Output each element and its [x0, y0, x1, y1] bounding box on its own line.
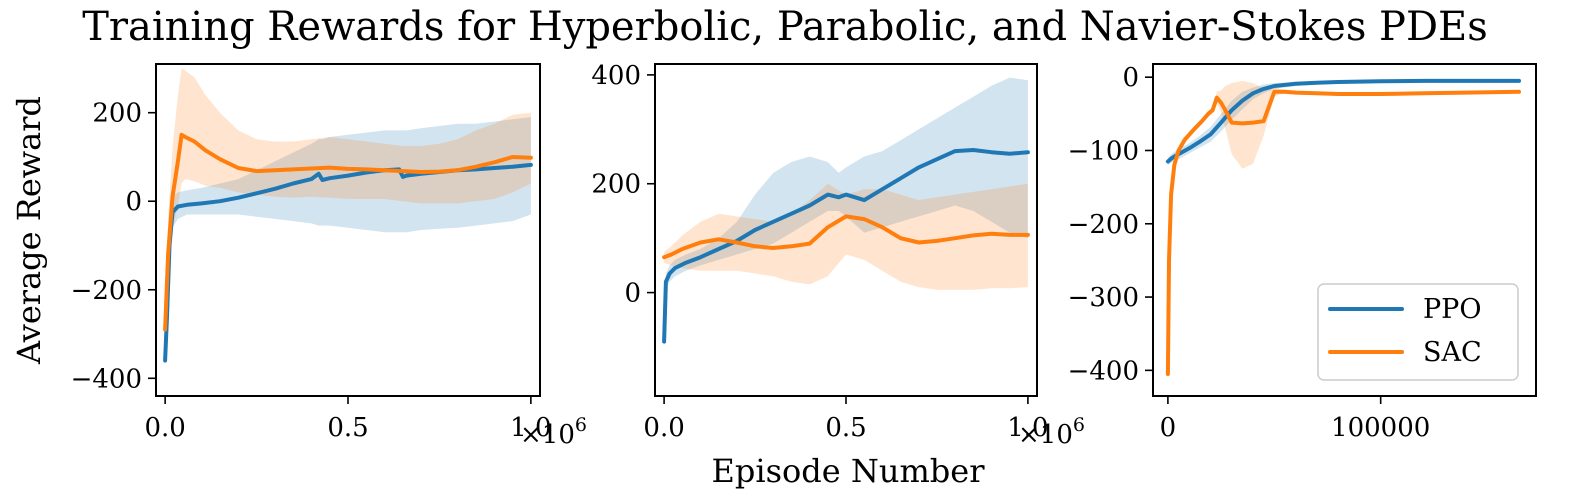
panel-navier-stokes: 0 100000 −400 −300 −200 −100 0: [1068, 63, 1537, 443]
x-tick-label: 100000: [1331, 413, 1430, 443]
y-tick-label: −400: [1068, 356, 1139, 386]
y-tick-label: −200: [1068, 210, 1139, 240]
y-tick-label: 0: [1122, 63, 1139, 93]
x-offset-exponent: 6: [575, 414, 587, 436]
y-axis-label: Average Reward: [10, 96, 48, 365]
x-offset-label: ×106: [520, 414, 587, 450]
band-ppo: [165, 117, 531, 361]
y-tick-label: −400: [71, 364, 142, 394]
panel-parabolic: 0.0 0.5 1.0 0 200 400 ×106: [591, 61, 1085, 450]
figure-title: Training Rewards for Hyperbolic, Parabol…: [82, 4, 1488, 50]
band-sac: [1167, 80, 1519, 375]
x-offset-exponent: 6: [1073, 414, 1085, 436]
legend: PPO SAC: [1317, 283, 1519, 381]
y-tick-label: 200: [92, 99, 142, 129]
plot-area: [163, 68, 533, 363]
series-line-ppo: [1165, 78, 1521, 164]
series-line-sac: [662, 214, 1030, 260]
y-tick-label: 200: [591, 170, 641, 200]
y-tick-label: −100: [1068, 136, 1139, 166]
series-line-sac: [1165, 89, 1521, 376]
y-tick-label: −300: [1068, 283, 1139, 313]
band-sac: [165, 68, 531, 335]
x-tick-label: 1.0: [510, 413, 551, 443]
x-axis-label: Episode Number: [711, 452, 985, 490]
x-offset-label: ×106: [1018, 414, 1085, 450]
plot-area: [662, 77, 1030, 344]
band-sac: [664, 183, 1028, 290]
x-tick-label: 0.5: [825, 413, 866, 443]
y-tick-label: 0: [624, 279, 641, 309]
legend-sac-label: SAC: [1423, 337, 1482, 368]
series-line-sac: [163, 132, 533, 332]
x-tick-label: 0.0: [643, 413, 684, 443]
x-tick-label: 0.5: [327, 413, 368, 443]
legend-box: [1317, 283, 1519, 381]
band-ppo: [664, 77, 1028, 342]
x-tick-label: 0: [1160, 413, 1177, 443]
plot-area: [1165, 78, 1521, 376]
legend-ppo-label: PPO: [1423, 294, 1481, 325]
y-tick-label: 400: [591, 61, 641, 91]
axes-frame: [1152, 63, 1537, 397]
series-line-ppo: [662, 148, 1030, 344]
panel-hyperbolic: 0.0 0.5 1.0 −400 −200 0 200 ×106: [71, 63, 587, 450]
y-tick-label: −200: [71, 276, 142, 306]
y-tick-label: 0: [125, 187, 142, 217]
x-tick-label: 1.0: [1007, 413, 1048, 443]
x-tick-label: 0.0: [144, 413, 185, 443]
